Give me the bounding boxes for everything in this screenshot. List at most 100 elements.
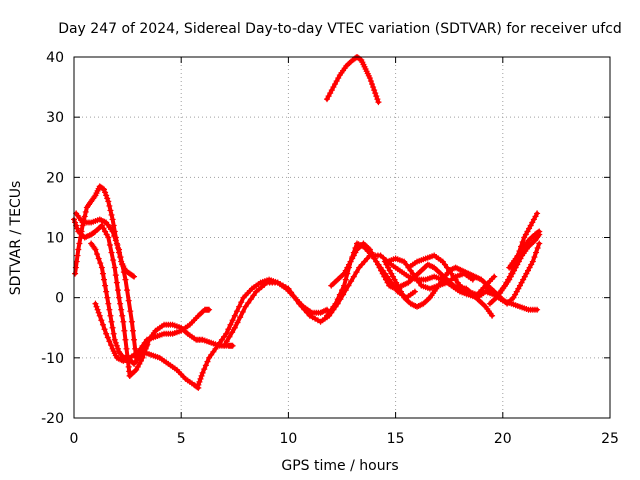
series-arc-3	[73, 210, 140, 361]
data-point	[352, 249, 359, 256]
data-point	[198, 372, 205, 379]
data-point	[372, 90, 379, 97]
data-point	[119, 261, 126, 268]
data-point	[105, 198, 112, 205]
data-point	[108, 211, 115, 218]
data-point	[389, 273, 396, 280]
data-point	[112, 237, 119, 244]
data-point	[231, 312, 238, 319]
data-point	[226, 333, 233, 340]
data-point	[401, 258, 408, 265]
data-point	[374, 261, 381, 268]
data-point	[441, 261, 448, 268]
data-point	[112, 339, 119, 346]
data-point	[370, 84, 377, 91]
data-point	[356, 264, 363, 271]
data-point	[452, 276, 459, 283]
data-point	[103, 192, 110, 199]
data-point	[138, 357, 144, 364]
x-tick-label: 15	[387, 431, 405, 447]
data-point	[414, 276, 421, 283]
data-point	[348, 278, 355, 285]
data-point	[328, 306, 335, 313]
data-point	[534, 245, 541, 252]
data-point	[367, 78, 374, 85]
y-tick-label: 20	[46, 170, 64, 186]
data-point	[510, 294, 517, 301]
data-point	[94, 306, 101, 313]
data-point	[227, 321, 234, 328]
data-point	[532, 213, 539, 220]
data-point	[374, 96, 381, 103]
data-point	[379, 270, 386, 277]
series-arc-7	[139, 348, 202, 391]
data-point	[82, 208, 89, 215]
data-point	[526, 225, 533, 232]
data-point	[114, 345, 121, 352]
data-point	[107, 312, 114, 319]
data-point	[129, 327, 136, 334]
data-point	[104, 195, 111, 202]
data-point	[104, 294, 111, 301]
data-point	[512, 291, 519, 298]
data-point	[524, 267, 531, 274]
data-point	[101, 326, 108, 333]
series-band	[196, 277, 329, 387]
data-point	[382, 276, 389, 283]
x-tick-label: 5	[177, 431, 186, 447]
data-point	[469, 276, 476, 283]
data-point	[105, 300, 112, 307]
data-point	[326, 309, 333, 316]
data-point	[335, 75, 342, 82]
series-arc-15	[405, 252, 498, 298]
data-point	[104, 334, 111, 341]
data-point	[106, 306, 113, 313]
data-point	[384, 279, 391, 286]
data-point	[491, 273, 498, 280]
data-point	[99, 270, 106, 277]
data-point	[237, 314, 244, 321]
data-point	[92, 246, 99, 253]
data-point	[528, 261, 535, 268]
data-point	[94, 251, 101, 258]
data-point	[336, 291, 343, 298]
data-point	[364, 255, 371, 262]
data-point	[290, 293, 297, 300]
data-point	[108, 249, 115, 256]
data-point	[105, 234, 112, 241]
data-point	[409, 270, 416, 277]
data-point	[342, 267, 349, 274]
x-tick-label: 0	[70, 431, 79, 447]
data-point	[204, 358, 211, 365]
data-point	[111, 264, 118, 271]
data-point	[529, 258, 536, 265]
data-point	[221, 342, 228, 349]
data-point	[233, 308, 240, 315]
data-point	[515, 285, 522, 292]
data-point	[225, 326, 232, 333]
data-point	[361, 258, 368, 265]
data-point	[106, 202, 113, 209]
data-point	[112, 272, 119, 279]
data-point	[216, 339, 223, 346]
data-point	[196, 378, 203, 385]
data-point	[334, 296, 341, 303]
data-point	[298, 303, 305, 310]
data-point	[391, 276, 398, 283]
data-point	[229, 329, 236, 336]
data-point	[110, 330, 117, 337]
data-point	[106, 242, 113, 249]
data-point	[513, 288, 520, 295]
data-point	[195, 381, 202, 388]
series-arc-16	[484, 240, 543, 307]
data-point	[131, 336, 138, 343]
y-tick-label: 10	[46, 231, 64, 247]
data-point	[132, 345, 139, 352]
data-point	[97, 260, 104, 267]
data-point	[210, 348, 217, 355]
y-tick-label: 40	[46, 50, 64, 66]
data-point	[411, 288, 418, 295]
data-point	[129, 272, 136, 279]
data-point	[109, 324, 116, 331]
